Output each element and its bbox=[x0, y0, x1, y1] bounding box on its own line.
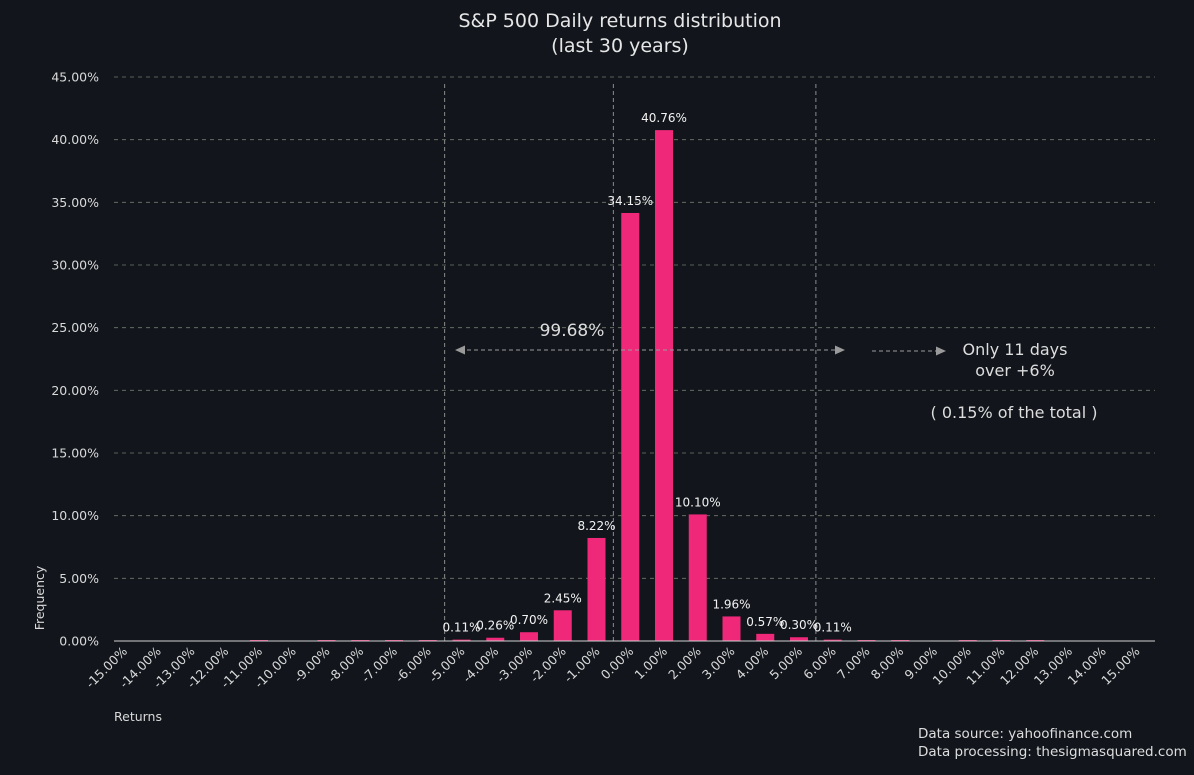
x-tick-label: 15.00% bbox=[1098, 643, 1142, 687]
tail-label-line1: Only 11 days bbox=[963, 340, 1068, 359]
x-tick-label: 6.00% bbox=[800, 643, 839, 682]
chart-title: S&P 500 Daily returns distribution bbox=[458, 10, 781, 32]
x-tick-label: -3.00% bbox=[493, 643, 535, 685]
bar bbox=[823, 639, 842, 641]
bar bbox=[688, 514, 707, 641]
x-tick-label: -2.00% bbox=[527, 643, 569, 685]
y-axis-label: Frequency bbox=[32, 565, 47, 630]
y-tick-label: 15.00% bbox=[51, 446, 99, 461]
y-tick-label: 0.00% bbox=[59, 634, 99, 649]
y-tick-label: 30.00% bbox=[51, 258, 99, 273]
x-tick-label: -7.00% bbox=[358, 643, 400, 685]
data-processing: Data processing: thesigmasquared.com bbox=[918, 744, 1187, 760]
range-arrow-left-head bbox=[455, 345, 465, 355]
x-tick-label: 0.00% bbox=[598, 643, 637, 682]
x-tick-label: -9.00% bbox=[291, 643, 333, 685]
bar bbox=[553, 610, 572, 641]
data-labels: 0.11%0.26%0.70%2.45%8.22%34.15%40.76%10.… bbox=[442, 111, 851, 634]
chart-subtitle: (last 30 years) bbox=[551, 35, 689, 57]
x-tick-label: 3.00% bbox=[699, 643, 738, 682]
x-axis-ticks: -15.00%-14.00%-13.00%-12.00%-11.00%-10.0… bbox=[83, 643, 1143, 691]
x-tick-label: -8.00% bbox=[324, 643, 366, 685]
range-arrow-right-head bbox=[835, 345, 845, 355]
bar-value-label: 1.96% bbox=[712, 597, 750, 611]
bar-value-label: 0.11% bbox=[442, 621, 480, 635]
bar bbox=[655, 130, 673, 641]
tail-label-line3: ( 0.15% of the total ) bbox=[930, 403, 1097, 422]
range-annotation: 99.68% bbox=[455, 321, 845, 355]
x-tick-label: 7.00% bbox=[834, 643, 873, 682]
bar-value-label: 0.30% bbox=[780, 618, 818, 632]
bar bbox=[756, 633, 775, 641]
bar bbox=[587, 537, 606, 641]
bar bbox=[722, 616, 741, 641]
x-tick-label: 8.00% bbox=[868, 643, 907, 682]
bar-value-label: 0.11% bbox=[814, 621, 852, 635]
range-label: 99.68% bbox=[540, 321, 605, 341]
bar-value-label: 34.15% bbox=[607, 194, 653, 208]
bar-value-label: 8.22% bbox=[577, 519, 615, 533]
tail-arrow-head bbox=[936, 346, 946, 356]
reference-lines bbox=[444, 84, 817, 641]
x-tick-label: 5.00% bbox=[766, 643, 805, 682]
x-axis-label: Returns bbox=[114, 709, 162, 724]
y-tick-label: 10.00% bbox=[51, 508, 99, 523]
x-tick-label: -5.00% bbox=[426, 643, 468, 685]
data-source: Data source: yahoofinance.com bbox=[918, 726, 1132, 742]
x-tick-label: -1.00% bbox=[561, 643, 603, 685]
y-tick-label: 45.00% bbox=[51, 70, 99, 85]
tail-annotation: Only 11 days over +6% ( 0.15% of the tot… bbox=[872, 340, 1098, 422]
bar bbox=[520, 632, 538, 641]
bar-value-label: 2.45% bbox=[544, 591, 582, 605]
bar-value-label: 10.10% bbox=[675, 495, 721, 509]
bar-value-label: 40.76% bbox=[641, 111, 687, 125]
bar-value-label: 0.26% bbox=[476, 619, 514, 633]
y-tick-label: 5.00% bbox=[59, 571, 99, 586]
bar bbox=[790, 637, 808, 641]
x-tick-label: -4.00% bbox=[459, 643, 501, 685]
y-tick-label: 25.00% bbox=[51, 320, 99, 335]
tail-label-line2: over +6% bbox=[975, 361, 1055, 380]
y-tick-label: 40.00% bbox=[51, 132, 99, 147]
y-tick-label: 20.00% bbox=[51, 383, 99, 398]
bar bbox=[452, 639, 471, 641]
x-tick-label: 4.00% bbox=[733, 643, 772, 682]
bar-value-label: 0.57% bbox=[746, 615, 784, 629]
bar bbox=[486, 637, 505, 641]
bar-value-label: 0.70% bbox=[510, 613, 548, 627]
x-tick-label: 1.00% bbox=[631, 643, 670, 682]
x-tick-label: 2.00% bbox=[665, 643, 704, 682]
bar bbox=[621, 212, 640, 641]
y-axis-ticks: 0.00% 5.00% 10.00% 15.00% 20.00% 25.00% 30.00%… bbox=[51, 70, 99, 649]
x-tick-label: -6.00% bbox=[392, 643, 434, 685]
y-tick-label: 35.00% bbox=[51, 195, 99, 210]
